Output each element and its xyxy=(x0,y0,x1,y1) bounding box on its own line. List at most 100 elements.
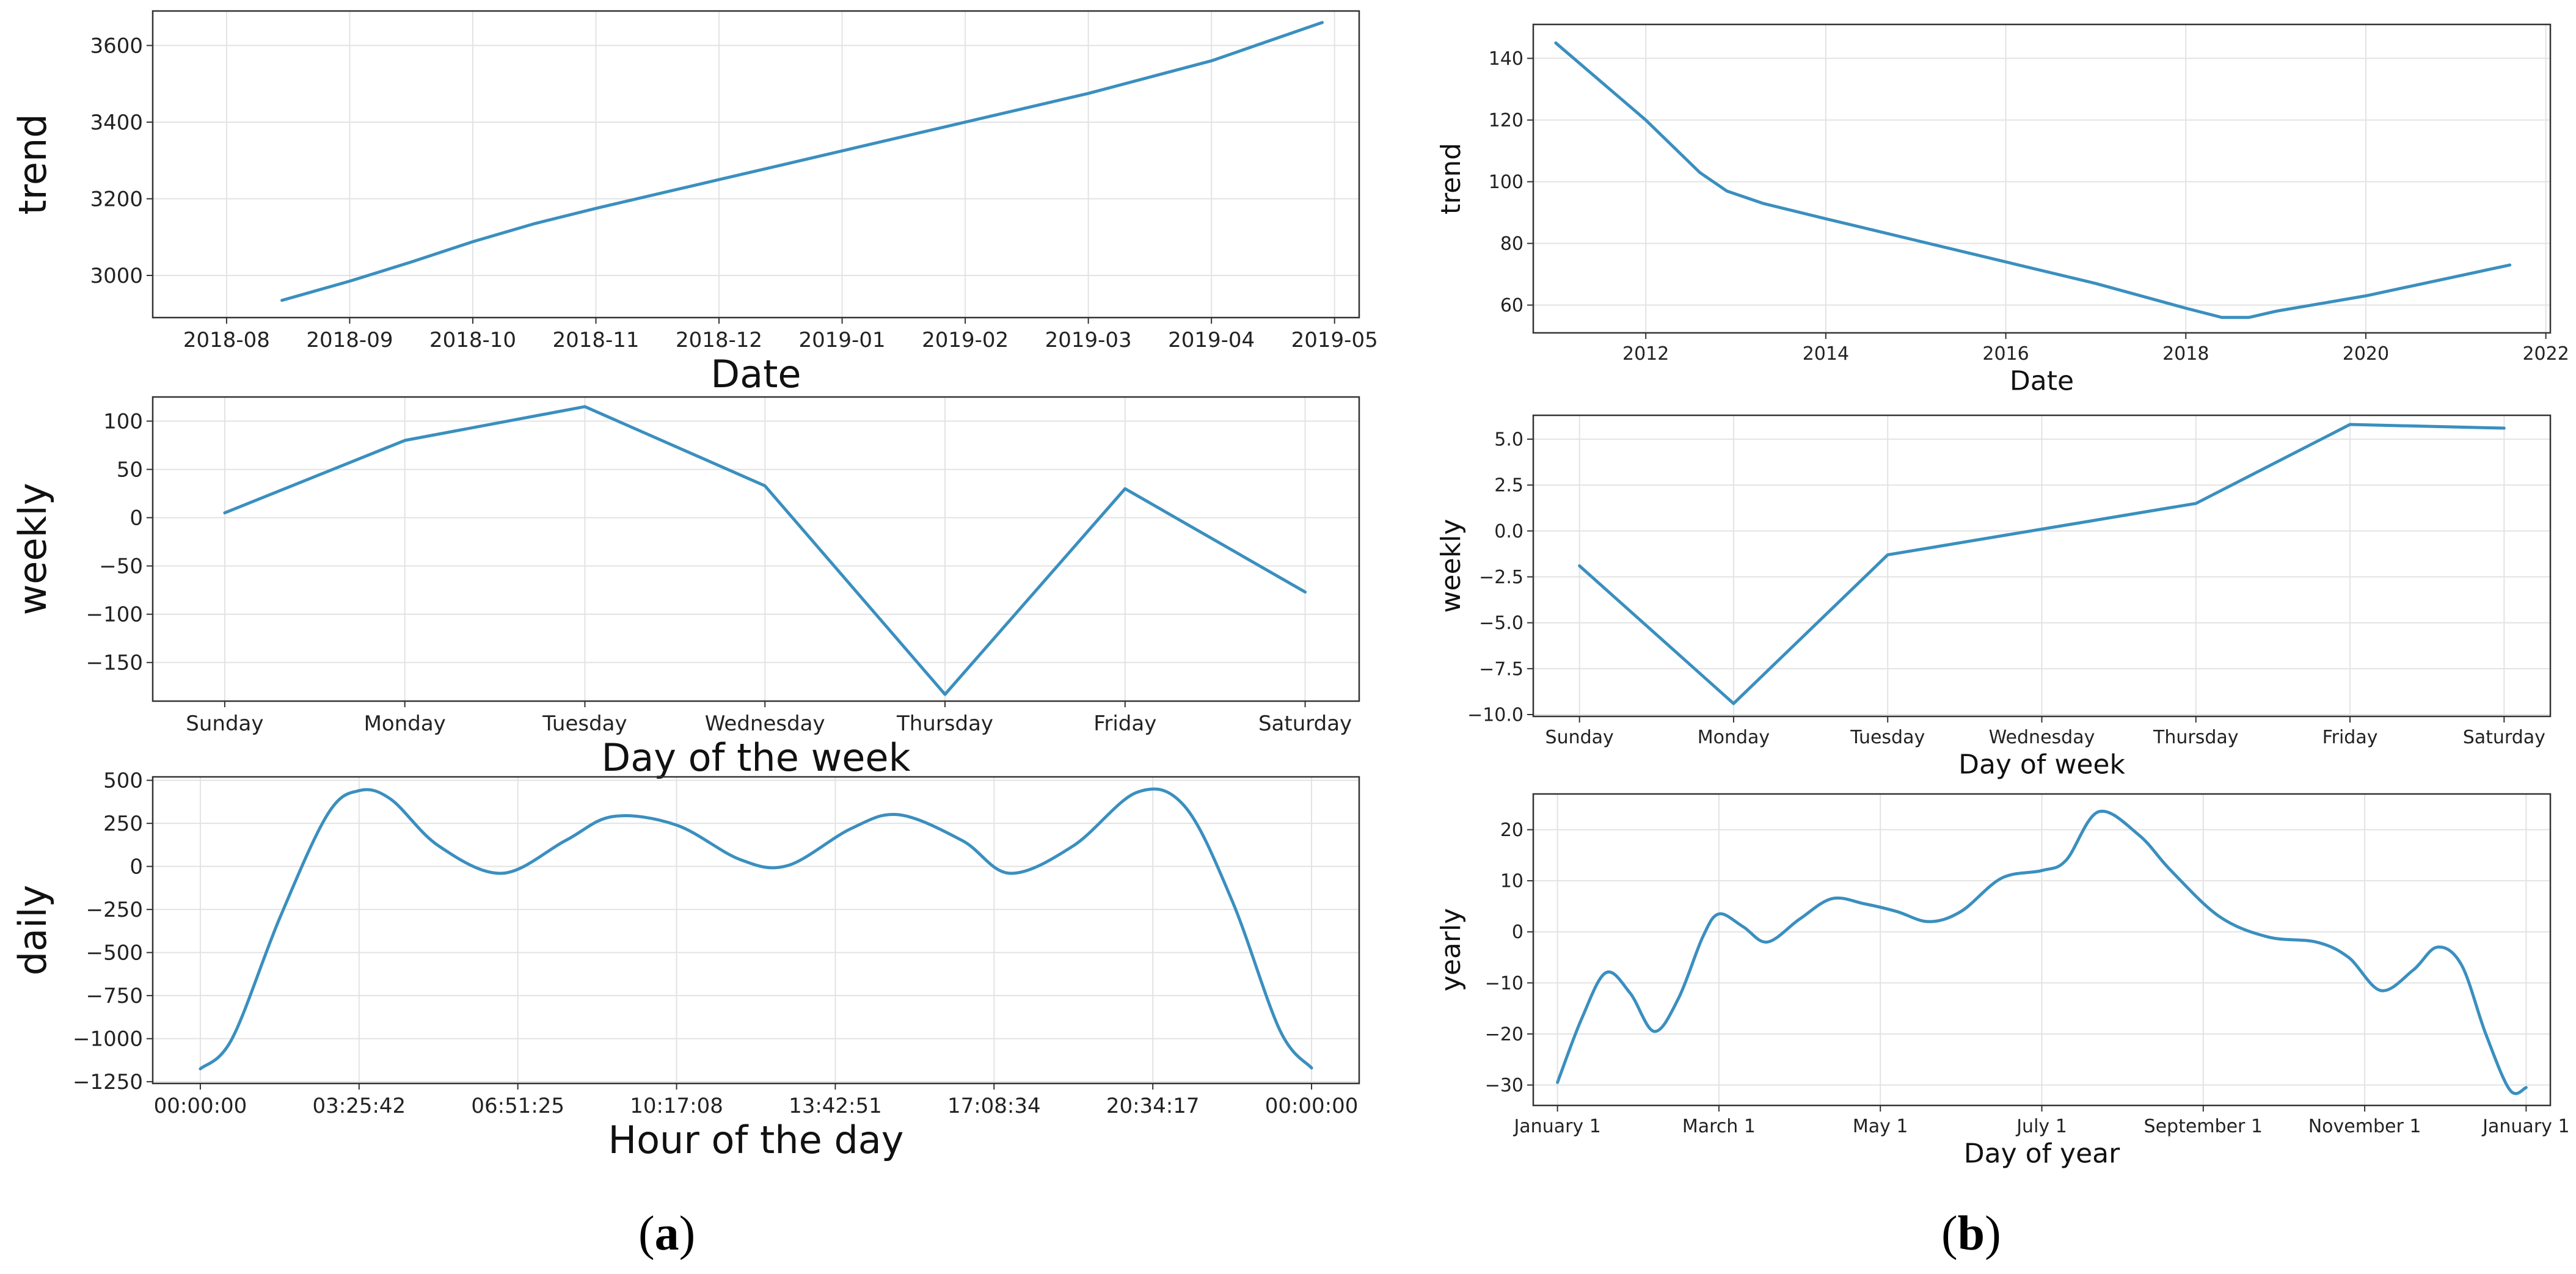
y-tick-label: 3600 xyxy=(90,34,143,58)
y-axis-label: trend xyxy=(1436,143,1467,214)
y-tick-label: 3200 xyxy=(90,187,143,211)
x-tick-label: 2018-11 xyxy=(552,328,639,352)
y-tick-label: −30 xyxy=(1485,1075,1523,1096)
x-tick-label: Thursday xyxy=(2153,727,2239,748)
series-line-b-trend xyxy=(1554,41,2512,319)
y-tick-label: 5.0 xyxy=(1494,429,1523,451)
x-tick-label: 13:42:51 xyxy=(789,1094,882,1118)
y-tick-label: 3000 xyxy=(90,264,143,288)
x-axis-label: Day of year xyxy=(1964,1138,2120,1170)
y-tick-label: 80 xyxy=(1500,233,1523,255)
x-tick-label: Tuesday xyxy=(1850,727,1925,748)
x-tick-label: 20:34:17 xyxy=(1106,1094,1200,1118)
x-axis-label: Date xyxy=(710,352,801,396)
x-tick-label: Friday xyxy=(2322,727,2378,748)
series-line-a-trend xyxy=(280,21,1324,302)
y-tick-label: 0 xyxy=(130,506,143,531)
y-tick-label: 140 xyxy=(1489,48,1523,70)
panel-label-a: (a) xyxy=(638,1207,696,1261)
x-tick-label: January 1 xyxy=(1512,1116,1600,1137)
y-axis-label: weekly xyxy=(10,483,55,616)
series-line-b-yearly xyxy=(1556,809,2528,1096)
chart-b-weekly: Sunday Monday Tuesday Wednesday Thursday Frid… xyxy=(1436,414,2552,781)
series-line-a-daily xyxy=(199,787,1313,1071)
y-tick-label: 60 xyxy=(1500,295,1523,316)
y-tick-label: −50 xyxy=(99,555,143,579)
y-tick-label: −10 xyxy=(1485,973,1523,994)
y-tick-label: −10.0 xyxy=(1467,704,1523,726)
x-tick-label: 17:08:34 xyxy=(947,1094,1041,1118)
y-tick-label: 2.5 xyxy=(1494,475,1523,497)
x-tick-label: 2018-08 xyxy=(183,328,270,352)
plot-frame xyxy=(151,396,1360,702)
y-tick-label: 500 xyxy=(103,769,143,793)
chart-a-daily: 00:00:00 03:25:42 06:51:25 10:17:08 13:42:51… xyxy=(10,769,1360,1162)
plot-frame xyxy=(151,776,1360,1085)
y-tick-label: −750 xyxy=(86,984,143,1008)
x-tick-label: Tuesday xyxy=(542,712,627,736)
x-tick-label: 2019-03 xyxy=(1045,328,1132,352)
x-tick-label: 2020 xyxy=(2343,343,2389,365)
x-tick-label: Friday xyxy=(1093,712,1156,736)
x-axis-label: Date xyxy=(2010,366,2074,397)
x-tick-label: January 1 xyxy=(2481,1116,2569,1137)
x-tick-label: 2018 xyxy=(2162,343,2209,365)
y-tick-label: 10 xyxy=(1500,871,1523,892)
y-axis-label: trend xyxy=(10,114,55,214)
x-tick-label: 2018-09 xyxy=(306,328,393,352)
y-tick-label: −100 xyxy=(86,603,143,627)
y-tick-label: 20 xyxy=(1500,820,1523,841)
panel-letter-b: b xyxy=(1957,1207,1985,1261)
y-axis-label: daily xyxy=(10,885,55,976)
x-tick-label: Saturday xyxy=(2463,727,2545,748)
x-tick-label: July 1 xyxy=(2015,1116,2067,1137)
y-tick-label: 100 xyxy=(103,409,143,434)
x-tick-label: Monday xyxy=(1698,727,1770,748)
y-tick-label: 0 xyxy=(1512,922,1523,943)
x-tick-label: March 1 xyxy=(1682,1116,1756,1137)
x-tick-label: 2018-12 xyxy=(676,328,762,352)
y-tick-label: −250 xyxy=(86,898,143,922)
series-line-b-weekly xyxy=(1578,423,2506,705)
panel-letter-a: a xyxy=(654,1207,679,1261)
y-tick-label: −1000 xyxy=(73,1027,143,1052)
y-tick-label: 120 xyxy=(1489,110,1523,131)
x-tick-label: 2012 xyxy=(1622,343,1669,365)
y-tick-label: 0 xyxy=(130,855,143,879)
x-tick-label: 2019-04 xyxy=(1168,328,1255,352)
y-tick-label: 100 xyxy=(1489,172,1523,193)
panel-label-b: (b) xyxy=(1941,1207,2001,1261)
x-axis-label: Hour of the day xyxy=(608,1118,903,1162)
chart-a-weekly: Sunday Monday Tuesday Wednesday Thursday Frid… xyxy=(10,396,1360,780)
x-axis-label: Day of the week xyxy=(602,735,911,780)
x-tick-label: 2019-01 xyxy=(799,328,886,352)
x-tick-label: Sunday xyxy=(1545,727,1614,748)
x-tick-label: 2019-02 xyxy=(922,328,1009,352)
chart-b-trend: 2012 2014 2016 2018 2020 2022 60 80 100 120 140 Dat… xyxy=(1436,23,2569,397)
x-tick-label: 2018-10 xyxy=(429,328,516,352)
chart-b-yearly: January 1 March 1 May 1 July 1 September 1 No… xyxy=(1436,793,2570,1170)
y-tick-label: −7.5 xyxy=(1479,658,1523,680)
x-tick-label: Wednesday xyxy=(705,712,825,736)
x-tick-label: 2016 xyxy=(1982,343,2029,365)
x-tick-label: 2022 xyxy=(2522,343,2569,365)
y-tick-label: −20 xyxy=(1485,1024,1523,1045)
y-tick-label: −1250 xyxy=(73,1070,143,1094)
series-line-a-weekly xyxy=(223,405,1307,696)
x-tick-label: 06:51:25 xyxy=(471,1094,564,1118)
x-tick-label: 00:00:00 xyxy=(1265,1094,1359,1118)
y-axis-label: weekly xyxy=(1436,519,1467,613)
y-tick-label: 3400 xyxy=(90,111,143,135)
x-tick-label: 00:00:00 xyxy=(154,1094,247,1118)
y-tick-label: −5.0 xyxy=(1479,613,1523,634)
x-tick-label: Wednesday xyxy=(1989,727,2095,748)
chart-a-trend: 2018-08 2018-09 2018-10 2018-11 2018-12 2019-… xyxy=(10,10,1378,396)
x-tick-label: November 1 xyxy=(2308,1116,2421,1137)
plot-frame xyxy=(151,10,1360,319)
x-tick-label: September 1 xyxy=(2144,1116,2263,1137)
x-axis-label: Day of week xyxy=(1958,749,2125,781)
x-tick-label: 10:17:08 xyxy=(630,1094,723,1118)
x-tick-label: 2019-05 xyxy=(1291,328,1378,352)
